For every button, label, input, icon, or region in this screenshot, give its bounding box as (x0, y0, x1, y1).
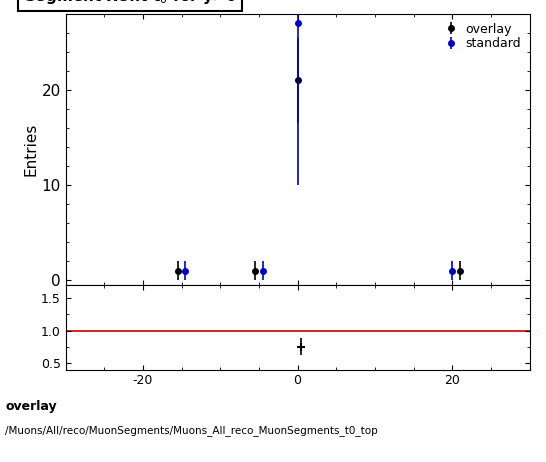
Text: /Muons/All/reco/MuonSegments/Muons_All_reco_MuonSegments_t0_top: /Muons/All/reco/MuonSegments/Muons_All_r… (5, 425, 378, 436)
Text: Segment Refit t$_0$ for y>0: Segment Refit t$_0$ for y>0 (24, 0, 237, 6)
Legend: overlay, standard: overlay, standard (439, 20, 524, 53)
Y-axis label: Entries: Entries (23, 123, 39, 176)
Text: overlay: overlay (5, 400, 57, 413)
